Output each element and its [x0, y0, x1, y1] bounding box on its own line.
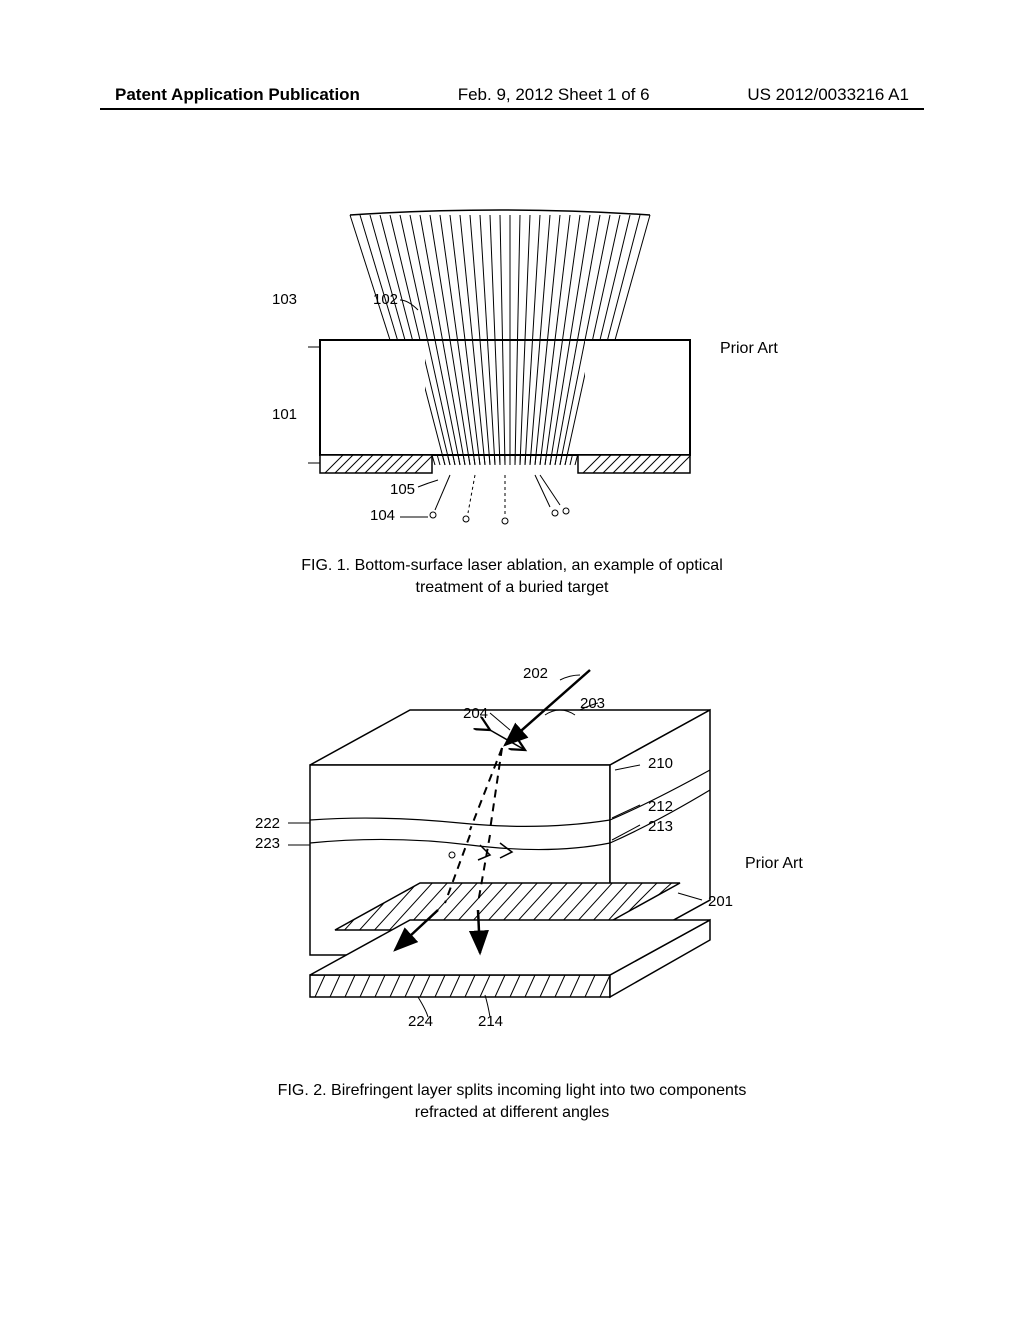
- leader-105: [418, 480, 438, 487]
- label-210: 210: [648, 755, 673, 772]
- fig2-caption-line1: FIG. 2. Birefringent layer splits incomi…: [278, 1082, 747, 1099]
- page-header: Patent Application Publication Feb. 9, 2…: [0, 85, 1024, 105]
- header-rule: [100, 108, 924, 110]
- label-212: 212: [648, 798, 673, 815]
- label-223: 223: [255, 835, 280, 852]
- substrate-box: [320, 340, 690, 455]
- label-204: 204: [463, 705, 488, 722]
- label-202: 202: [523, 665, 548, 682]
- fig2-prior-art: Prior Art: [745, 855, 803, 873]
- label-213: 213: [648, 818, 673, 835]
- header-left: Patent Application Publication: [115, 85, 360, 105]
- fig1-caption-line2: treatment of a buried target: [416, 579, 609, 596]
- header-right: US 2012/0033216 A1: [747, 85, 909, 105]
- label-102: 102: [373, 291, 398, 308]
- label-201: 201: [708, 893, 733, 910]
- label-222: 222: [255, 815, 280, 832]
- label-203: 203: [580, 695, 605, 712]
- fig2-svg: [180, 655, 820, 1075]
- fig1-caption-line1: FIG. 1. Bottom-surface laser ablation, a…: [301, 557, 723, 574]
- label-214: 214: [478, 1013, 503, 1030]
- fig1-prior-art: Prior Art: [720, 340, 778, 358]
- label-224: 224: [408, 1013, 433, 1030]
- label-104: 104: [370, 507, 395, 524]
- figure-1: [250, 195, 750, 565]
- label-101: 101: [272, 406, 297, 423]
- debris: [430, 475, 569, 524]
- fig2-caption-line2: refracted at different angles: [415, 1104, 610, 1121]
- fig1-svg: [250, 195, 750, 565]
- label-105: 105: [390, 481, 415, 498]
- fig1-caption: FIG. 1. Bottom-surface laser ablation, a…: [0, 555, 1024, 600]
- figure-2: [180, 655, 820, 1075]
- fig2-caption: FIG. 2. Birefringent layer splits incomi…: [0, 1080, 1024, 1125]
- label-103: 103: [272, 291, 297, 308]
- header-center: Feb. 9, 2012 Sheet 1 of 6: [458, 85, 650, 105]
